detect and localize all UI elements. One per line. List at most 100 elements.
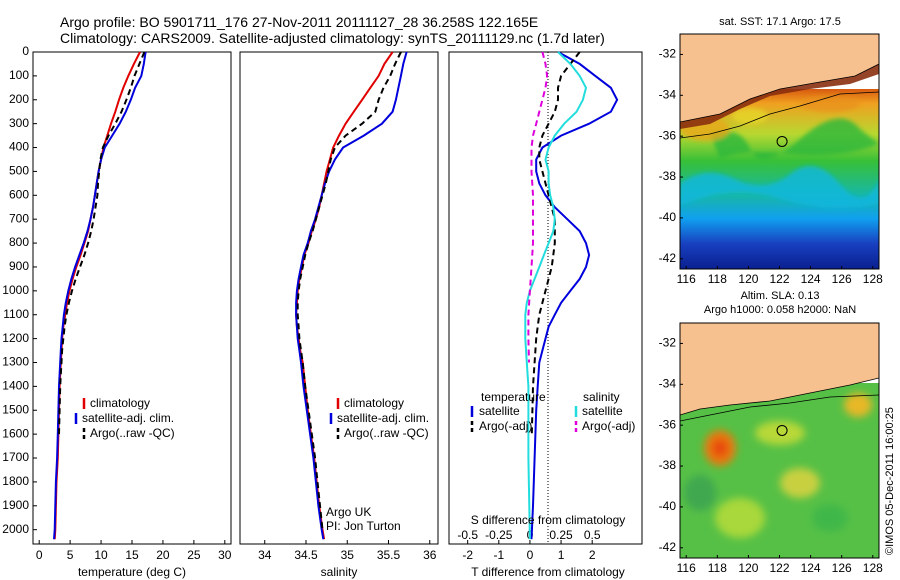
- temperature-panel: 0100200300400500600700800900100011001200…: [2, 44, 232, 579]
- legend-t-argo: Argo(-adj): [479, 419, 532, 433]
- y-tick-label: 400: [9, 140, 29, 154]
- y-tick-label: 1900: [2, 498, 29, 512]
- map-y-tick-label: -36: [659, 128, 677, 142]
- map-x-tick-label: 116: [677, 272, 696, 286]
- x-tick-label: 10: [94, 548, 108, 562]
- temperature-series: [53, 51, 147, 540]
- map-x-tick-label: 124: [801, 561, 821, 575]
- sst-map-panel: sat. SST: 17.1 Argo: 17.5: [659, 16, 883, 286]
- y-tick-label: 500: [9, 164, 29, 178]
- salinity-xlabel: salinity: [321, 565, 358, 579]
- map-y-tick-label: -40: [659, 210, 677, 224]
- x-tick-label: 34.5: [294, 548, 318, 562]
- y-tick-label: 1400: [2, 379, 29, 393]
- sla-map-title: Altim. SLA: 0.13: [741, 290, 820, 302]
- series-line-1: [295, 51, 408, 540]
- depth-axis: 0 100 200 300 400 500 600 700 800 900 1000 1100 1200…: [2, 44, 37, 536]
- temperature-x-axis: 0 5 10 15 20 25 30: [36, 540, 232, 562]
- legend-climatology: climatology: [90, 396, 150, 410]
- legend-s-argo: Argo(-adj): [582, 419, 635, 433]
- s-tick-label: -0.25: [485, 528, 513, 542]
- sla-coastline: [680, 377, 879, 416]
- legend-t-satellite: satellite: [479, 404, 520, 418]
- sst-land: [680, 34, 879, 122]
- x-tick-label: 15: [125, 548, 139, 562]
- map-x-tick-label: 118: [708, 272, 727, 286]
- difference-x-axis: -2 -1 0 1 2-0.5 -0.25 0 0.25 0.5: [457, 528, 601, 562]
- series-line-2: [296, 51, 402, 530]
- y-tick-label: 2000: [2, 522, 29, 536]
- header-line2: Climatology: CARS2009. Satellite-adjuste…: [60, 30, 605, 46]
- salinity-x-axis: 34 34.5 35 35.5 36: [258, 540, 437, 562]
- series-line-2: [524, 51, 588, 540]
- x-tick-label: 35: [341, 548, 355, 562]
- y-tick-label: 1300: [2, 355, 29, 369]
- float-position-marker: [776, 135, 788, 147]
- legend-argo: Argo(..raw -QC): [344, 426, 429, 440]
- map-x-tick-label: 118: [708, 561, 727, 575]
- difference-legend: temperature salinity satellite Argo(-adj…: [470, 390, 635, 433]
- s-tick-label: 0.25: [549, 528, 573, 542]
- salinity-series: [295, 51, 408, 540]
- map-y-tick-label: -38: [659, 169, 677, 183]
- sst-coastline: [680, 63, 879, 123]
- map-x-tick-label: 126: [832, 272, 852, 286]
- map-x-tick-label: 120: [738, 272, 758, 286]
- map-x-tick-label: 122: [769, 272, 789, 286]
- salinity-legend: climatology satellite-adj. clim. Argo(..…: [329, 396, 429, 440]
- imos-watermark: ©IMOS 05-Dec-2011 16:00:25: [884, 407, 896, 555]
- map-x-tick-label: 122: [769, 561, 789, 575]
- salinity-plot-frame: [239, 51, 439, 545]
- x-tick-label: 30: [218, 548, 232, 562]
- legend-argo: Argo(..raw -QC): [90, 426, 175, 440]
- difference-panel: -2 -1 0 1 2-0.5 -0.25 0 0.25 0.5 S difference fr…: [448, 51, 643, 579]
- map-y-tick-label: -38: [659, 458, 677, 472]
- map-x-tick-label: 128: [863, 272, 883, 286]
- sst-map-image: [680, 34, 879, 269]
- header-line1: Argo profile: BO 5901711_176 27-Nov-2011…: [60, 14, 538, 30]
- x-tick-label: 35.5: [377, 548, 401, 562]
- map-y-tick-label: -34: [659, 376, 677, 390]
- map-y-tick-label: -32: [659, 47, 677, 61]
- source-label: Argo UK: [326, 505, 371, 519]
- map-x-tick-label: 124: [801, 272, 821, 286]
- sla-bathymetry-contour: [680, 394, 879, 422]
- sla-map-image: [680, 323, 879, 558]
- sla-field: [680, 383, 879, 558]
- sla-anomalies: [684, 393, 872, 538]
- x-tick-label: 2: [589, 548, 596, 562]
- series-line-3: [527, 51, 549, 363]
- sst-eddies: [680, 96, 879, 208]
- map-x-tick-label: 126: [832, 561, 852, 575]
- sst-map-title: sat. SST: 17.1 Argo: 17.5: [719, 16, 841, 28]
- y-tick-label: 1700: [2, 450, 29, 464]
- map-y-tick-label: -40: [659, 499, 677, 513]
- y-tick-label: 300: [9, 116, 29, 130]
- y-tick-label: 0: [22, 44, 29, 58]
- s-tick-label: 0.5: [584, 528, 601, 542]
- x-tick-label: -1: [493, 548, 504, 562]
- map-x-tick-label: 116: [677, 561, 696, 575]
- sla-map-subtitle: Argo h1000: 0.058 h2000: NaN: [704, 304, 856, 316]
- series-line-1: [530, 51, 581, 435]
- series-line-1: [53, 51, 147, 540]
- x-tick-label: 5: [67, 548, 74, 562]
- x-tick-label: 20: [156, 548, 170, 562]
- sla-map-panel: Altim. SLA: 0.13 Argo h1000: 0.058 h2000…: [659, 290, 883, 575]
- difference-plot-frame: [448, 51, 643, 545]
- s-tick-label: -0.5: [457, 528, 478, 542]
- x-tick-label: 25: [187, 548, 201, 562]
- map-x-tick-label: 120: [738, 561, 758, 575]
- map-y-tick-label: -34: [659, 87, 677, 101]
- y-tick-label: 1800: [2, 474, 29, 488]
- y-tick-label: 600: [9, 187, 29, 201]
- y-tick-label: 800: [9, 235, 29, 249]
- y-tick-label: 1200: [2, 331, 29, 345]
- x-tick-label: 34: [258, 548, 272, 562]
- legend-satellite: satellite-adj. clim.: [82, 411, 174, 425]
- map-x-tick-label: 128: [863, 561, 883, 575]
- legend-s-satellite: satellite: [582, 404, 623, 418]
- temperature-legend: climatology satellite-adj. clim. Argo(..…: [74, 396, 175, 440]
- y-tick-label: 900: [9, 259, 29, 273]
